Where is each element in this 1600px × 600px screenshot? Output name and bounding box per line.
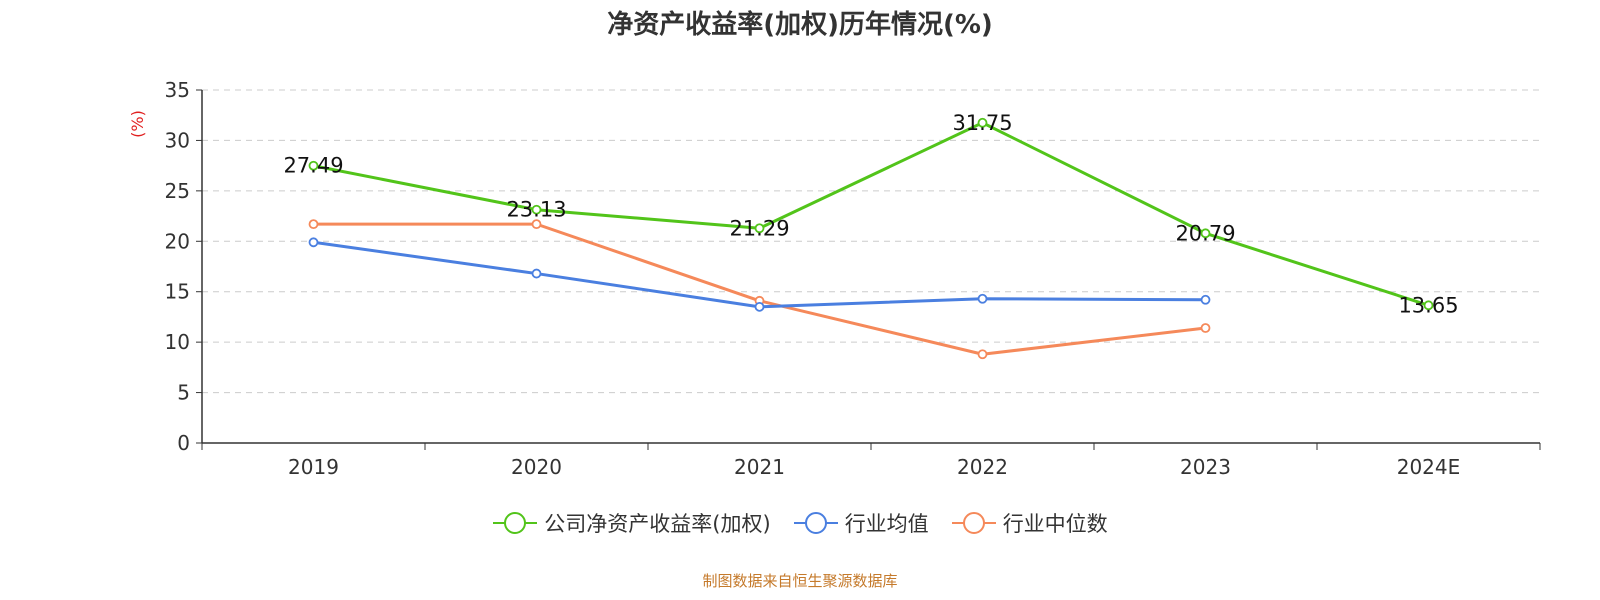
legend: 公司净资产收益率(加权) 行业均值 行业中位数: [0, 508, 1600, 538]
x-tick-label: 2020: [511, 455, 562, 479]
data-point[interactable]: [977, 117, 988, 128]
data-point[interactable]: [308, 219, 319, 230]
y-tick-label: 35: [165, 78, 190, 102]
data-label: 31.75: [952, 111, 1012, 135]
data-point[interactable]: [1423, 300, 1434, 311]
data-point[interactable]: [1200, 294, 1211, 305]
series-lines: [308, 117, 1434, 360]
grid-lines: [202, 89, 1540, 394]
y-tick-label: 0: [177, 431, 190, 455]
x-tick-label: 2024E: [1397, 455, 1461, 479]
legend-label: 行业均值: [844, 512, 929, 536]
x-tick-label: 2023: [1180, 455, 1231, 479]
y-tick-label: 5: [177, 381, 190, 405]
data-point[interactable]: [531, 204, 542, 215]
series-line: [313, 121, 1429, 307]
data-label: 21.29: [729, 216, 789, 240]
data-point[interactable]: [308, 160, 319, 171]
legend-marker-icon: [951, 512, 996, 534]
data-point[interactable]: [754, 223, 765, 234]
x-tick-label: 2019: [288, 455, 339, 479]
y-tick-label: 25: [165, 179, 190, 203]
legend-marker-icon: [493, 512, 538, 534]
data-point[interactable]: [754, 301, 765, 312]
data-point[interactable]: [1200, 228, 1211, 239]
legend-item-industry-mean[interactable]: 行业均值: [793, 508, 929, 538]
data-point[interactable]: [1200, 323, 1211, 333]
series-line: [313, 222, 1206, 356]
x-tick-label: 2022: [957, 455, 1008, 479]
data-labels: 27.49 23.13 21.29 31.75 20.79 13.65: [283, 111, 1458, 318]
data-point[interactable]: [308, 237, 319, 248]
data-label: 20.79: [1175, 221, 1235, 245]
legend-item-industry-median[interactable]: 行业中位数: [951, 508, 1108, 538]
y-axis-label: (%): [128, 110, 147, 138]
axes: 0 5 10 15 20 25 30 35 2019 2020 2021 2022 2023 2024E: [165, 78, 1541, 479]
legend-label: 公司净资产收益率(加权): [544, 512, 771, 536]
y-tick-label: 20: [165, 229, 190, 253]
data-point[interactable]: [531, 219, 542, 230]
chart-title: 净资产收益率(加权)历年情况(%): [607, 10, 993, 40]
y-tick-label: 30: [165, 128, 190, 152]
data-point[interactable]: [531, 268, 542, 279]
data-label: 23.13: [506, 198, 566, 222]
legend-item-company[interactable]: 公司净资产收益率(加权): [492, 508, 771, 538]
source-note: 制图数据来自恒生聚源数据库: [702, 572, 898, 590]
data-label: 27.49: [283, 154, 343, 178]
data-label: 13.65: [1398, 293, 1458, 317]
y-tick-label: 10: [165, 330, 190, 354]
data-point[interactable]: [977, 349, 988, 360]
legend-label: 行业中位数: [1002, 512, 1108, 536]
y-tick-label: 15: [165, 280, 190, 304]
data-point[interactable]: [977, 293, 988, 304]
legend-marker-icon: [793, 512, 838, 534]
x-tick-label: 2021: [734, 455, 785, 479]
